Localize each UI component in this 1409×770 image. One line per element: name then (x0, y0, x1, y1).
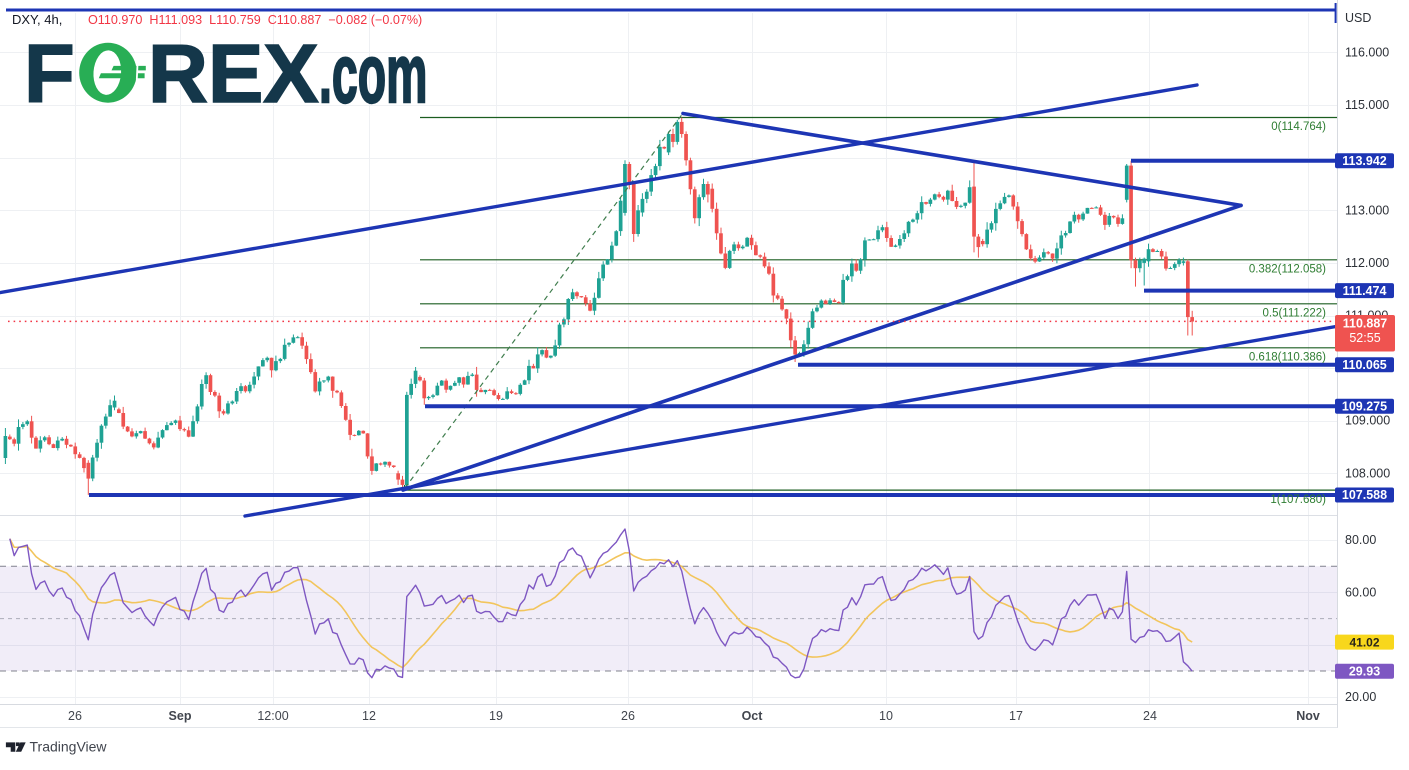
svg-text:12: 12 (362, 709, 376, 723)
svg-text:REX: REX (148, 27, 319, 120)
svg-text:109.275: 109.275 (1342, 399, 1387, 413)
svg-text:20.00: 20.00 (1345, 690, 1376, 704)
svg-text:24: 24 (1143, 709, 1157, 723)
svg-text:0.382(112.058): 0.382(112.058) (1249, 264, 1326, 276)
svg-text:108.000: 108.000 (1345, 466, 1390, 480)
svg-text:110.887: 110.887 (1343, 317, 1388, 331)
svg-text:19: 19 (489, 709, 503, 723)
svg-text:60.00: 60.00 (1345, 585, 1376, 599)
svg-text:0(114.764): 0(114.764) (1271, 121, 1326, 133)
svg-text:0.5(111.222): 0.5(111.222) (1262, 308, 1326, 320)
svg-text:41.02: 41.02 (1349, 635, 1379, 649)
svg-text:Nov: Nov (1296, 709, 1320, 723)
svg-text:26: 26 (621, 709, 635, 723)
svg-text:TradingView: TradingView (30, 739, 108, 755)
svg-text:111.474: 111.474 (1343, 284, 1387, 298)
svg-text:1(107.680): 1(107.680) (1270, 494, 1326, 506)
svg-text:113.000: 113.000 (1345, 203, 1389, 217)
svg-text:107.588: 107.588 (1342, 488, 1387, 502)
svg-text:Oct: Oct (742, 709, 764, 723)
svg-text:Sep: Sep (169, 709, 192, 723)
svg-text:F: F (24, 27, 76, 120)
svg-text:DXY, 4h,: DXY, 4h, (12, 12, 62, 27)
svg-text:115.000: 115.000 (1345, 98, 1389, 112)
svg-text:26: 26 (68, 709, 82, 723)
svg-text:12:00: 12:00 (257, 709, 288, 723)
svg-text:113.942: 113.942 (1342, 154, 1387, 168)
svg-text:116.000: 116.000 (1345, 46, 1389, 60)
svg-text:110.065: 110.065 (1342, 358, 1387, 372)
svg-text:52:55: 52:55 (1349, 331, 1380, 345)
svg-text:109.000: 109.000 (1345, 414, 1390, 428)
svg-text:112.000: 112.000 (1345, 256, 1389, 270)
svg-text:USD: USD (1345, 11, 1371, 25)
svg-text:0.618(110.386): 0.618(110.386) (1249, 352, 1326, 364)
svg-text:.com: .com (319, 28, 427, 121)
svg-text:O110.970 H111.093 L110.759: O110.970 H111.093 L110.759 C110.887 −0.0… (88, 13, 422, 27)
svg-text:29.93: 29.93 (1349, 664, 1380, 678)
svg-text:17: 17 (1009, 709, 1023, 723)
svg-text:80.00: 80.00 (1345, 533, 1376, 547)
svg-text:10: 10 (879, 709, 893, 723)
